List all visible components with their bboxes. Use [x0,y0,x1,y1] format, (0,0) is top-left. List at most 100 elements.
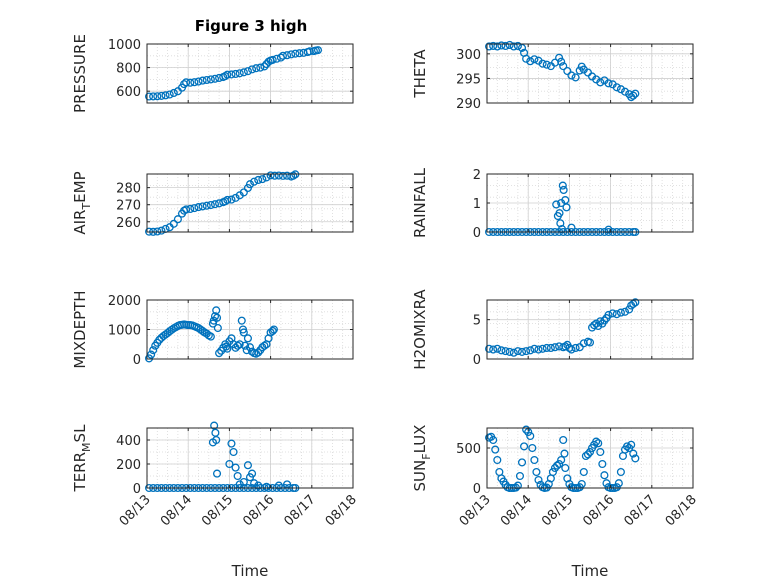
data-point [153,227,162,236]
data-point [237,316,246,325]
data-point [258,175,267,184]
data-point [485,344,494,353]
data-point [534,475,543,485]
data-point [147,350,156,359]
data-point [567,223,576,232]
y-axis-label: MIXDEPTH [71,290,89,368]
data-point [548,467,557,477]
data-point [620,307,630,316]
data-point [245,180,255,189]
data-point [227,439,236,448]
data-point [559,185,568,195]
data-point [194,77,203,86]
subplot-6: 0 5 H2OMIXRA [411,289,694,370]
subplot-1: 600 800 1000 PRESSURE [71,34,354,113]
data-point [522,425,531,434]
data-point [526,431,535,441]
data-point [289,171,298,180]
series-points [485,40,640,102]
data-point [493,344,502,353]
y-axis-label: TERRMSL [71,424,93,493]
y-tick-label: 5 [473,314,481,329]
data-point [559,435,568,445]
data-point [489,435,498,445]
y-tick-label: 600 [116,85,141,100]
data-point [250,177,259,186]
axes-box [146,427,354,489]
y-axis-label: THETA [411,49,429,99]
figure-title: Figure 3 high [195,17,308,35]
data-point [526,57,535,66]
data-point [562,203,571,212]
data-point [149,346,158,355]
data-point [513,41,522,51]
data-point [243,67,252,76]
data-point [558,181,567,190]
x-axis-label: Time [231,562,269,580]
data-point [229,447,238,457]
data-point [625,305,634,314]
data-point [278,51,288,60]
data-point [291,49,300,58]
data-point [522,347,531,356]
subplot-2: 290 295 300 THETA [411,40,694,112]
y-tick-label: 0 [473,353,481,368]
data-point [245,343,255,352]
data-point [212,469,222,478]
data-point [497,41,506,50]
data-point [552,200,561,209]
data-point [557,57,566,66]
data-point [239,68,248,77]
data-point [206,75,215,84]
data-point [198,76,207,85]
data-point [598,459,607,469]
y-tick-label: 1000 [108,38,141,53]
data-point [517,458,527,467]
data-point [225,459,234,469]
data-point [501,347,510,356]
data-point [505,40,514,50]
data-point [165,90,174,99]
data-point [513,481,522,490]
data-point [579,467,588,477]
data-point [243,461,252,470]
data-point [563,66,572,76]
y-tick-label: 290 [456,97,481,112]
data-point [161,91,170,100]
data-point [571,73,580,82]
data-point [616,467,625,477]
data-point [600,471,609,480]
y-axis-label: H2OMIXRA [411,289,429,370]
data-point [515,471,525,481]
y-tick-label: 0 [473,482,481,497]
minor-grid [146,428,353,488]
data-point [295,49,304,58]
data-point [254,481,263,490]
data-point [260,341,269,350]
y-tick-label: 300 [456,48,481,63]
axes-box [486,43,694,104]
data-point [262,482,271,491]
y-tick-label: 0 [133,482,141,497]
data-point [546,343,555,353]
data-point [153,92,162,101]
data-point [254,175,263,185]
data-point [530,344,539,353]
data-point [235,69,244,78]
data-point [631,298,640,307]
data-point [604,225,613,234]
data-point [517,43,527,52]
data-point [489,345,498,354]
data-point [266,171,275,180]
data-point [213,323,222,333]
y-tick-label: 800 [116,62,141,77]
data-point [274,481,283,490]
data-point [268,326,277,336]
data-point [278,171,288,180]
data-point [182,205,191,214]
data-point [614,479,623,488]
data-point [517,347,527,356]
data-point [145,354,154,363]
data-point [248,469,257,478]
data-point [241,341,250,350]
